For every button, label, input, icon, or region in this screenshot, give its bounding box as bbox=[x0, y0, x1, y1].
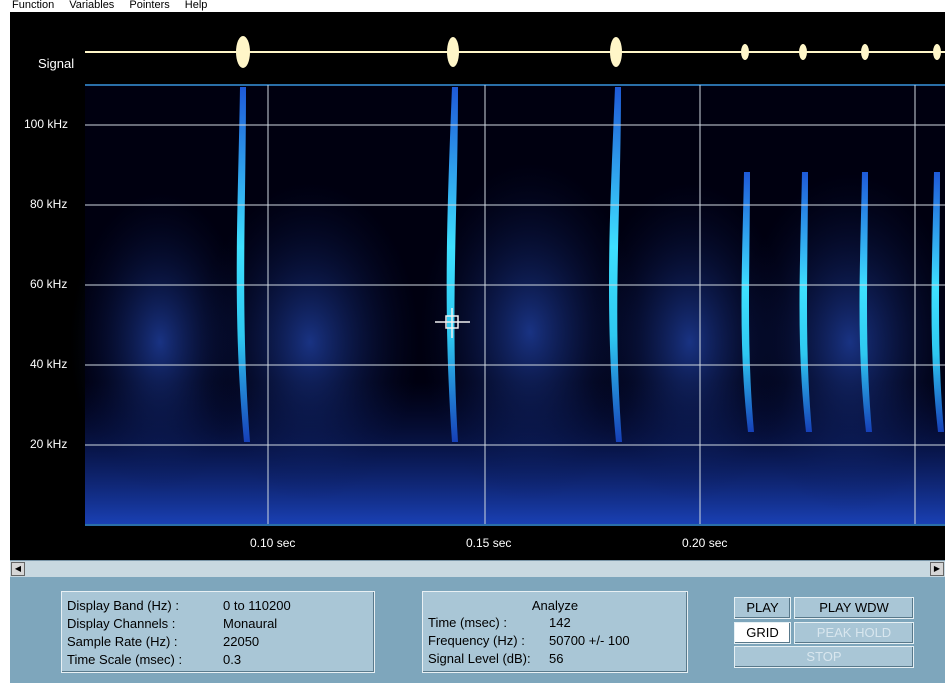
rate-value: 22050 bbox=[223, 634, 260, 649]
signal-level-value: 56 bbox=[549, 651, 564, 666]
menu-help[interactable]: Help bbox=[184, 0, 208, 11]
channels-label: Display Channels : bbox=[67, 616, 176, 631]
y-tick-label: 20 kHz bbox=[30, 437, 68, 451]
analyze-panel: Analyze Time (msec) : 142 Frequency (Hz)… bbox=[422, 591, 688, 673]
signal-waveform-bursts bbox=[236, 36, 941, 68]
frequency-label: Frequency (Hz) : bbox=[428, 633, 525, 648]
scale-label: Time Scale (msec) : bbox=[67, 652, 183, 667]
signal-level-label: Signal Level (dB): bbox=[428, 651, 531, 666]
spectrogram-view[interactable]: Signal 100 kHz 80 kHz 60 kHz 40 kHz 20 k… bbox=[10, 12, 945, 560]
band-label: Display Band (Hz) : bbox=[67, 598, 179, 613]
x-tick-label: 0.20 sec bbox=[682, 536, 728, 550]
frequency-value: 50700 +/- 100 bbox=[549, 633, 630, 648]
display-info-panel: Display Band (Hz) : 0 to 110200 Display … bbox=[61, 591, 375, 673]
play-button[interactable]: PLAY bbox=[734, 597, 791, 619]
y-tick-label: 40 kHz bbox=[30, 357, 68, 371]
analyze-title: Analyze bbox=[531, 598, 579, 613]
grid-lines bbox=[85, 85, 945, 525]
call-sweeps bbox=[236, 87, 944, 442]
y-tick-label: 100 kHz bbox=[24, 117, 69, 131]
scroll-left-icon[interactable]: ◀ bbox=[11, 562, 25, 576]
background-noise bbox=[70, 162, 945, 512]
rate-label: Sample Rate (Hz) : bbox=[67, 634, 178, 649]
menu-bar: Function Variables Pointers Help bbox=[0, 0, 945, 12]
scroll-right-icon[interactable]: ▶ bbox=[930, 562, 944, 576]
stop-button[interactable]: STOP bbox=[734, 646, 914, 668]
time-label: Time (msec) : bbox=[428, 615, 507, 630]
y-tick-label: 60 kHz bbox=[30, 277, 68, 291]
play-window-button[interactable]: PLAY WDW bbox=[794, 597, 914, 619]
grid-toggle-button[interactable]: GRID bbox=[734, 622, 791, 644]
horizontal-scrollbar[interactable]: ◀ ▶ bbox=[10, 560, 945, 578]
x-tick-label: 0.10 sec bbox=[250, 536, 296, 550]
channels-value: Monaural bbox=[223, 616, 278, 631]
x-tick-label: 0.15 sec bbox=[466, 536, 512, 550]
menu-variables[interactable]: Variables bbox=[69, 0, 115, 11]
peak-hold-button[interactable]: PEAK HOLD bbox=[794, 622, 914, 644]
spectrogram-canvas[interactable] bbox=[10, 12, 945, 560]
control-area: Display Band (Hz) : 0 to 110200 Display … bbox=[10, 577, 945, 683]
crosshair-cursor-icon[interactable] bbox=[435, 308, 470, 338]
band-value: 0 to 110200 bbox=[223, 598, 291, 613]
y-tick-label: 80 kHz bbox=[30, 197, 68, 211]
time-value: 142 bbox=[549, 615, 571, 630]
signal-label: Signal bbox=[38, 56, 75, 71]
menu-pointers[interactable]: Pointers bbox=[129, 0, 170, 11]
scale-value: 0.3 bbox=[223, 652, 242, 667]
menu-function[interactable]: Function bbox=[12, 0, 55, 11]
